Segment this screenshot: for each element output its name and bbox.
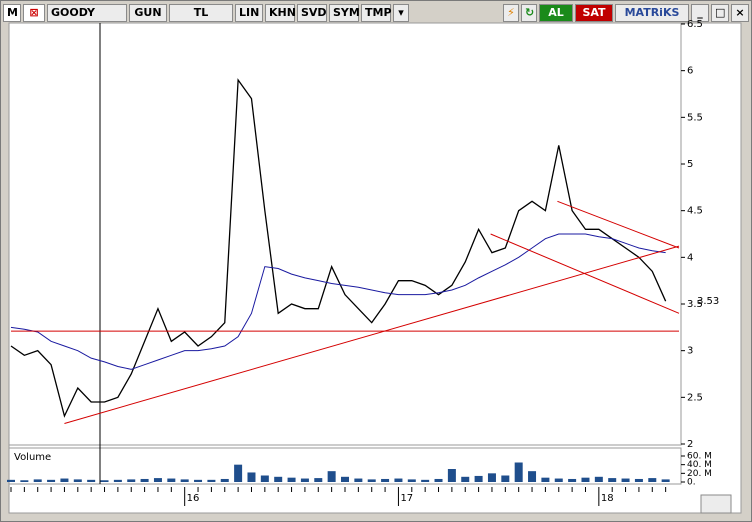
volume-bar [661, 479, 670, 482]
volume-bar [220, 478, 229, 482]
price-line [10, 78, 667, 418]
icon[interactable]: ↻ [521, 4, 537, 22]
button[interactable]: KHN [265, 4, 296, 22]
volume-bar [634, 478, 643, 482]
volume-bar [487, 473, 496, 482]
button[interactable]: LIN [235, 4, 263, 22]
volume-bar [341, 476, 349, 482]
y-tick-label: 2.5 [687, 392, 703, 403]
volume-bar [648, 478, 657, 482]
y2-tick-label: 20. M [687, 469, 712, 479]
volume-bar [541, 477, 550, 482]
moving-average [10, 233, 666, 370]
y-tick-label: 5 [687, 159, 693, 170]
volume-bar [394, 478, 403, 482]
volume-bar [180, 479, 189, 482]
volume-bar [314, 478, 323, 482]
scroll-button[interactable] [700, 494, 732, 514]
volume-label: Volume [14, 452, 51, 463]
volume-bar [474, 475, 483, 482]
volume-bar [60, 478, 69, 482]
volume-bar [327, 471, 336, 482]
logo[interactable]: M [3, 4, 21, 22]
last-price-label: 3.53 [697, 296, 719, 307]
trendline [557, 200, 680, 249]
volume-bar [153, 478, 162, 482]
x-tick-label: 16 [187, 493, 200, 504]
volume-bar [194, 479, 203, 482]
volume-bar [113, 479, 122, 482]
y2-tick-label: 60. M [687, 452, 712, 462]
volume-bar [47, 479, 56, 482]
volume-bar [381, 478, 390, 482]
volume-bar [621, 478, 630, 482]
volume-bar [447, 469, 456, 482]
x-tick-label: 17 [400, 493, 413, 504]
trendline [64, 245, 680, 424]
volume-bar [354, 478, 363, 482]
volume-bar [461, 476, 470, 482]
icon[interactable]: ⊠ [23, 4, 45, 22]
dropdown[interactable]: ▾ [393, 4, 409, 22]
y-tick-label: 4.5 [687, 206, 703, 217]
volume-bar [247, 472, 256, 482]
volume-bar [568, 478, 577, 482]
volume-bar [274, 476, 283, 482]
volume-bar [100, 480, 109, 482]
y-tick-label: 3.5 [687, 299, 703, 310]
volume-bar [501, 475, 510, 482]
volume-bar [20, 480, 29, 482]
y-tick-label: 5.5 [687, 112, 703, 123]
volume-bar [594, 476, 603, 482]
x-tick-label: 18 [601, 493, 614, 504]
y-tick-label: 2 [687, 439, 693, 450]
maximize[interactable]: □ [711, 4, 729, 22]
volume-bar [528, 471, 537, 482]
volume-bar [421, 479, 430, 482]
volume-bar [207, 479, 216, 482]
volume-bar [581, 477, 590, 482]
brand: MATRiKS [615, 4, 689, 22]
volume-bar [127, 479, 136, 482]
volume-bar [234, 464, 243, 482]
volume-bar [87, 479, 96, 482]
icon[interactable]: ⚡ [503, 4, 519, 22]
minimize[interactable]: _ [691, 4, 709, 22]
y-tick-label: 4 [687, 252, 693, 263]
y2-tick-label: 0. [687, 478, 696, 488]
volume-bar [407, 479, 416, 482]
button[interactable]: SVD [297, 4, 327, 22]
y-tick-label: 6.5 [687, 19, 703, 30]
close[interactable]: × [731, 4, 749, 22]
volume-bar [434, 478, 443, 482]
volume-bar [7, 479, 15, 482]
currency[interactable]: TL [169, 4, 233, 22]
buy-button[interactable]: AL [539, 4, 573, 22]
volume-bar [260, 475, 269, 482]
sell-button[interactable]: SAT [575, 4, 613, 22]
volume-bar [73, 479, 82, 482]
symbol[interactable]: GOODY [47, 4, 127, 22]
button[interactable]: SYM [329, 4, 360, 22]
volume-bar [608, 478, 617, 482]
y2-tick-label: 40. M [687, 460, 712, 470]
volume-bar [514, 462, 523, 482]
trendline [490, 233, 680, 314]
y-tick-label: 6 [687, 66, 693, 77]
button[interactable]: TMP [361, 4, 392, 22]
volume-bar [167, 478, 176, 482]
period[interactable]: GUN [129, 4, 167, 22]
volume-bar [287, 477, 296, 482]
y-tick-label: 3 [687, 346, 693, 357]
volume-bar [33, 479, 42, 482]
volume-bar [300, 478, 309, 482]
volume-bar [554, 478, 563, 482]
volume-bar [140, 478, 149, 482]
volume-bar [367, 479, 376, 482]
toolbar: M ⊠ GOODY GUN TL LIN KHN SVD SYM TMP ▾ ⚡… [3, 4, 749, 22]
